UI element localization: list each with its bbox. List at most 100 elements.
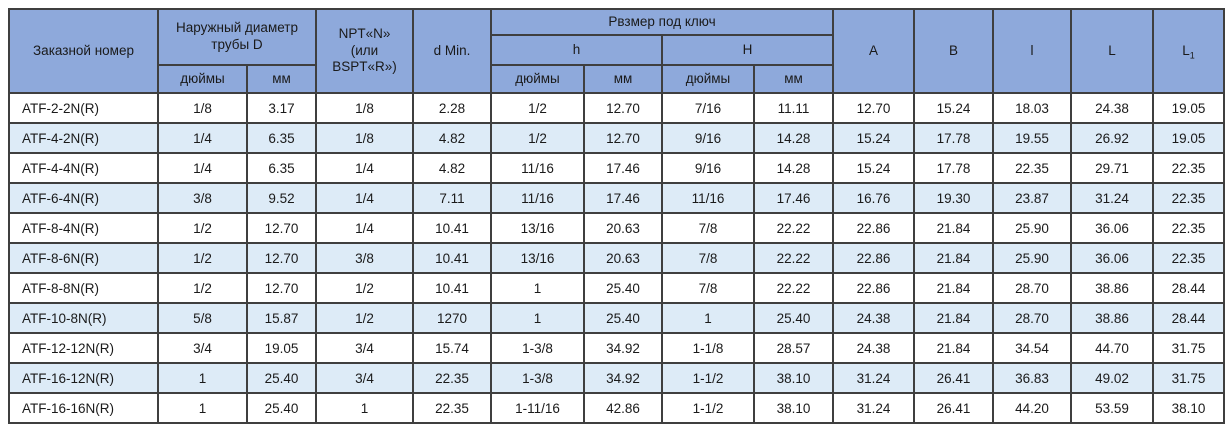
cell-L1: 22.35 [1152,152,1226,184]
cell-d_mm: 15.87 [246,302,317,334]
cell-H_mm: 38.10 [752,362,835,394]
cell-B: 21.84 [913,212,995,244]
table-row: ATF-8-6N(R) 1/2 12.70 3/8 10.41 13/16 20.63 7/8… [8,242,1226,274]
cell-L1: 31.75 [1152,332,1226,364]
cell-A: 24.38 [832,302,916,334]
cell-H_mm: 22.22 [752,242,835,274]
cell-npt: 1/4 [315,152,414,184]
table-row: ATF-4-4N(R) 1/4 6.35 1/4 4.82 11/16 17.46 9/16 1… [8,152,1226,184]
cell-L1: 28.44 [1152,272,1226,304]
cell-order_number: ATF-4-4N(R) [8,152,159,184]
cell-h_mm: 25.40 [583,272,663,304]
header-h-upper: H [660,34,835,66]
table-row: ATF-16-16N(R) 1 25.40 1 22.35 1-11/16 42.86 1-1… [8,392,1226,424]
cell-d_inches: 1/2 [157,242,248,274]
cell-d_mm: 25.40 [246,362,317,394]
cell-H_inches: 1-1/2 [661,392,755,424]
cell-d_min: 22.35 [412,392,492,424]
header-d-mm: мм [246,64,317,94]
cell-L: 24.38 [1070,92,1155,124]
cell-L: 44.70 [1070,332,1155,364]
cell-h_inches: 13/16 [490,242,585,274]
cell-d_mm: 9.52 [246,182,317,214]
cell-H_inches: 7/8 [661,242,755,274]
cell-L: 36.06 [1070,212,1155,244]
cell-A: 22.86 [832,212,916,244]
fittings-dimensions-table: Заказной номер Наружный диаметр трубы D … [8,8,1226,424]
cell-h_inches: 1-3/8 [490,332,585,364]
cell-npt: 1/2 [315,302,414,334]
cell-d_mm: 25.40 [246,392,317,424]
cell-H_mm: 14.28 [752,152,835,184]
cell-L: 38.86 [1070,302,1155,334]
cell-h_mm: 20.63 [583,242,663,274]
cell-L1: 22.35 [1152,182,1226,214]
cell-h_inches: 13/16 [490,212,585,244]
cell-H_mm: 11.11 [752,92,835,124]
header-H-inches: дюймы [661,64,755,94]
cell-H_mm: 38.10 [752,392,835,424]
cell-h_inches: 1/2 [490,92,585,124]
cell-H_inches: 1-1/2 [661,362,755,394]
cell-B: 17.78 [913,122,995,154]
cell-A: 31.24 [832,362,916,394]
cell-A: 24.38 [832,332,916,364]
table-row: ATF-4-2N(R) 1/4 6.35 1/8 4.82 1/2 12.70 9/16 14.… [8,122,1226,154]
cell-h_inches: 11/16 [490,182,585,214]
cell-l: 34.54 [992,332,1073,364]
cell-L: 26.92 [1070,122,1155,154]
cell-B: 21.84 [913,302,995,334]
cell-h_inches: 1 [490,302,585,334]
cell-d_inches: 1/8 [157,92,248,124]
header-h-inches: дюймы [490,64,585,94]
cell-d_min: 4.82 [412,152,492,184]
cell-h_mm: 17.46 [583,182,663,214]
cell-H_inches: 1-1/8 [661,332,755,364]
table-row: ATF-8-4N(R) 1/2 12.70 1/4 10.41 13/16 20.63 7/8… [8,212,1226,244]
cell-h_mm: 25.40 [583,302,663,334]
cell-l: 18.03 [992,92,1073,124]
cell-B: 26.41 [913,392,995,424]
header-d-inches: дюймы [157,64,248,94]
cell-h_mm: 12.70 [583,122,663,154]
cell-A: 31.24 [832,392,916,424]
cell-H_mm: 17.46 [752,182,835,214]
cell-order_number: ATF-2-2N(R) [8,92,159,124]
cell-d_inches: 1 [157,392,248,424]
header-A: A [832,8,916,94]
cell-d_inches: 3/8 [157,182,248,214]
cell-H_inches: 1 [661,302,755,334]
cell-h_mm: 34.92 [583,362,663,394]
table-row: ATF-6-4N(R) 3/8 9.52 1/4 7.11 11/16 17.46 11/16… [8,182,1226,214]
cell-B: 15.24 [913,92,995,124]
cell-l: 28.70 [992,302,1073,334]
cell-npt: 1/4 [315,212,414,244]
cell-npt: 1/8 [315,92,414,124]
cell-l: 19.55 [992,122,1073,154]
cell-h_inches: 1/2 [490,122,585,154]
cell-d_mm: 6.35 [246,152,317,184]
cell-npt: 3/4 [315,362,414,394]
cell-L: 49.02 [1070,362,1155,394]
cell-l: 28.70 [992,272,1073,304]
cell-order_number: ATF-12-12N(R) [8,332,159,364]
cell-B: 17.78 [913,152,995,184]
cell-d_min: 2.28 [412,92,492,124]
cell-order_number: ATF-6-4N(R) [8,182,159,214]
cell-L: 36.06 [1070,242,1155,274]
cell-L: 53.59 [1070,392,1155,424]
cell-B: 21.84 [913,272,995,304]
cell-h_mm: 42.86 [583,392,663,424]
cell-A: 16.76 [832,182,916,214]
cell-d_inches: 5/8 [157,302,248,334]
cell-order_number: ATF-8-6N(R) [8,242,159,274]
cell-l: 23.87 [992,182,1073,214]
cell-L: 29.71 [1070,152,1155,184]
cell-npt: 3/4 [315,332,414,364]
table-header: Заказной номер Наружный диаметр трубы D … [8,8,1226,94]
cell-h_mm: 20.63 [583,212,663,244]
cell-h_mm: 34.92 [583,332,663,364]
cell-order_number: ATF-16-16N(R) [8,392,159,424]
cell-h_inches: 1-3/8 [490,362,585,394]
table-row: ATF-2-2N(R) 1/8 3.17 1/8 2.28 1/2 12.70 7/16 11.… [8,92,1226,124]
